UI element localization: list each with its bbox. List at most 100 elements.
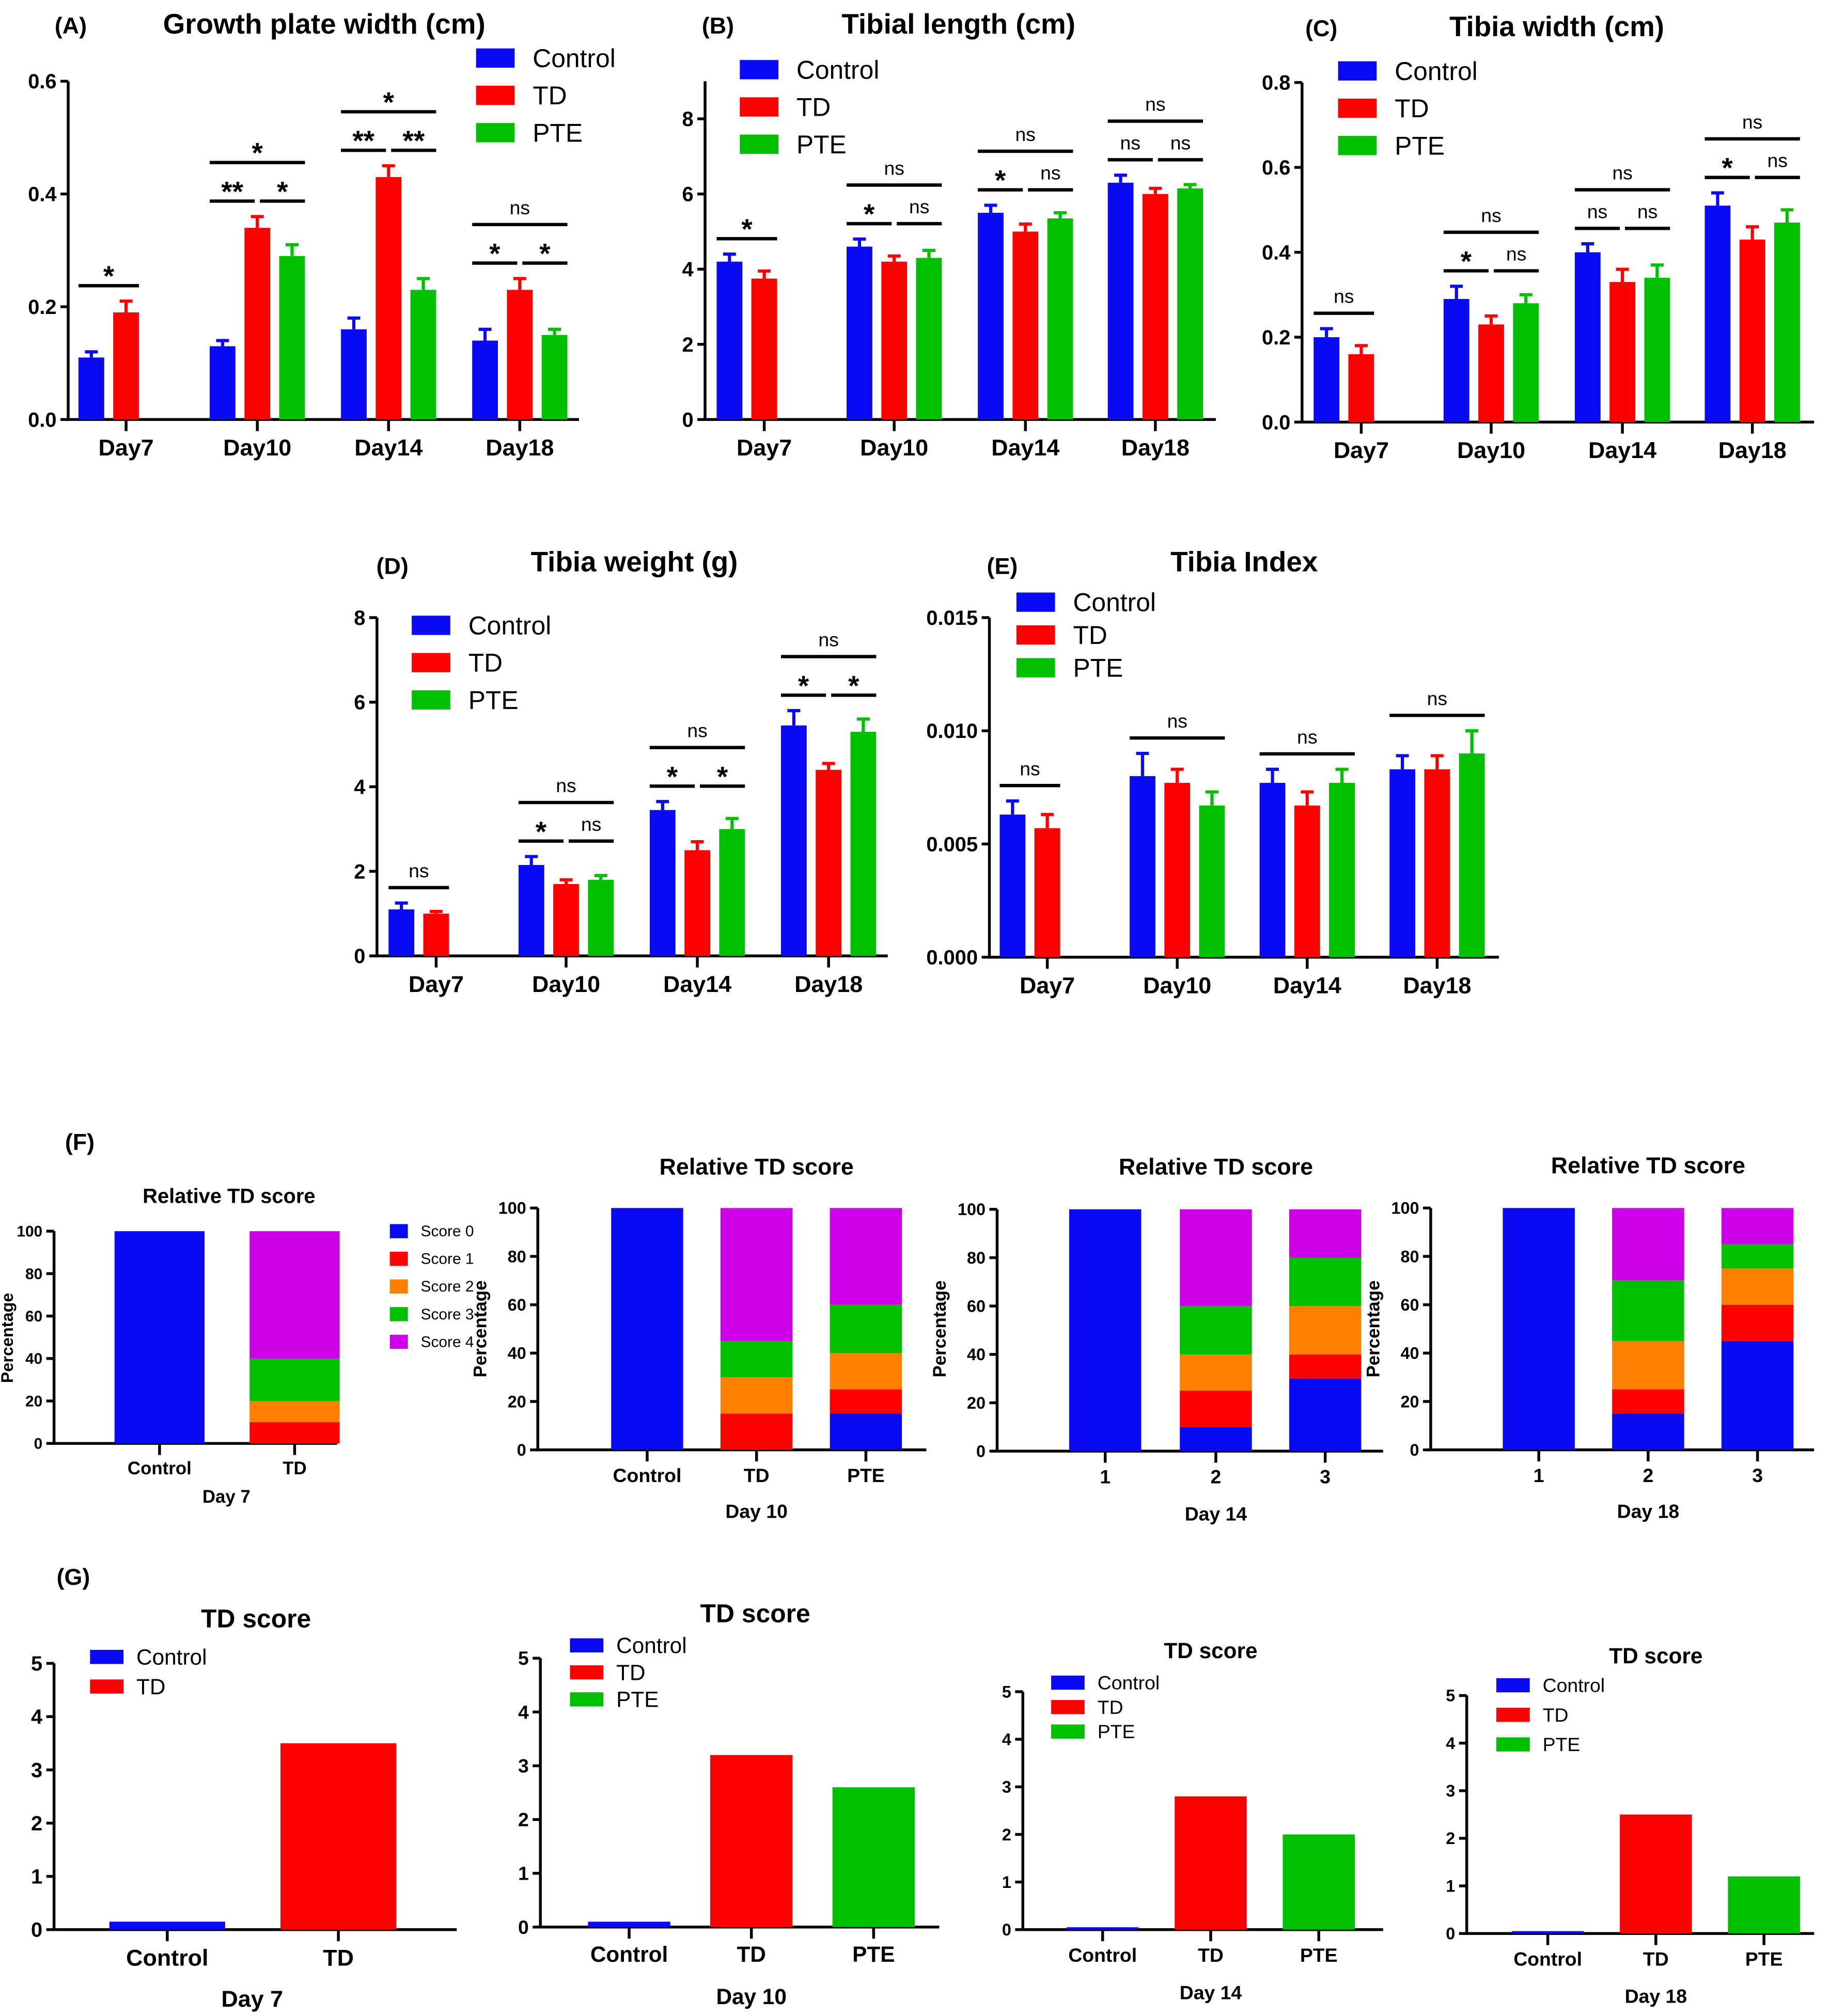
x-tick-label: Control (1068, 1944, 1137, 1966)
legend-swatch (570, 1665, 604, 1680)
legend-swatch (389, 1252, 408, 1266)
significance-label: ns (909, 196, 929, 217)
x-tick-label: Day7 (737, 434, 792, 461)
bar (716, 261, 743, 420)
y-tick-label: 0 (517, 1441, 526, 1459)
stacked-bar-segment (1721, 1341, 1794, 1450)
bar (1329, 783, 1355, 957)
y-tick-label: 100 (17, 1223, 42, 1240)
significance-label: * (741, 213, 753, 245)
stacked-bar-segment (1721, 1268, 1794, 1305)
bar (1107, 182, 1134, 420)
significance-label: ns (581, 813, 601, 835)
legend-label: PTE (1073, 654, 1123, 683)
legend-swatch (90, 1679, 124, 1694)
legend-swatch (1016, 625, 1055, 645)
y-tick-label: 0 (1410, 1441, 1419, 1459)
stacked-bar-segment (720, 1208, 793, 1341)
bar (1774, 223, 1800, 422)
bar (113, 312, 139, 420)
x-tick-label: PTE (852, 1942, 895, 1966)
stacked-bar-segment (1612, 1413, 1684, 1450)
significance-label: ns (1120, 132, 1140, 153)
chart-title: Growth plate width (cm) (163, 8, 486, 40)
x-tick-label: Control (1513, 1948, 1582, 1970)
chart-panel-2: Tibia width (cm) (C) 0.0 0.2 0.4 0.6 0.8 Day7 Da… (1262, 10, 1815, 463)
bar (109, 1922, 225, 1930)
y-tick-label: 2 (518, 1809, 529, 1831)
y-tick-label: 0.000 (926, 947, 978, 969)
legend-label: PTE (533, 118, 583, 147)
y-tick-label: 60 (508, 1296, 526, 1314)
x-axis-label: Day 18 (1625, 1986, 1687, 2007)
stacked-bar-segment (1289, 1306, 1362, 1354)
panel-label: (G) (57, 1564, 90, 1590)
x-tick-label: 3 (1752, 1464, 1763, 1486)
stacked-bar-segment (830, 1304, 902, 1353)
bar (1513, 303, 1539, 422)
legend-swatch (1016, 592, 1055, 612)
chart-panel-3: Tibia weight (g) (D) 0 2 4 6 8 Day7 Day10 Day14 Da… (354, 545, 888, 997)
chart-title: TD score (1609, 1644, 1702, 1668)
bar (1034, 828, 1060, 957)
y-tick-label: 4 (31, 1706, 42, 1728)
y-axis-label: Percentage (0, 1293, 17, 1383)
x-tick-label: TD (744, 1464, 770, 1486)
significance-label: * (864, 198, 875, 230)
legend-label: PTE (468, 686, 519, 715)
legend-label: Score 2 (421, 1278, 474, 1295)
y-tick-label: 0.6 (1262, 156, 1290, 179)
x-tick-label: PTE (847, 1464, 885, 1486)
x-tick-label: PTE (1745, 1948, 1783, 1970)
stacked-bar-segment (1180, 1306, 1252, 1354)
chart-panel-5: Relative TD score (F) 0 20 40 60 80 100 Control T… (0, 1129, 474, 1507)
y-tick-label: 0.8 (1262, 72, 1290, 94)
bar (1175, 1796, 1247, 1930)
stacked-bar-segment (249, 1422, 340, 1444)
bar (916, 258, 942, 420)
significance-label: * (539, 238, 551, 270)
x-tick-label: Control (590, 1942, 668, 1966)
x-tick-label: Day18 (1718, 437, 1787, 463)
y-tick-label: 1 (31, 1866, 42, 1888)
bar (1142, 194, 1168, 420)
bar (816, 769, 842, 956)
significance-label: * (1722, 152, 1733, 184)
y-tick-label: 3 (31, 1759, 42, 1782)
legend-label: PTE (616, 1688, 659, 1712)
y-tick-label: 1 (1002, 1873, 1011, 1892)
x-tick-label: Day7 (409, 971, 464, 997)
chart-panel-8: Relative TD score 0 20 40 60 80 100 1 2 3 Day 18 Pe… (1363, 1152, 1815, 1522)
significance-label: ns (1020, 758, 1040, 779)
legend-label: Score 1 (421, 1251, 474, 1268)
y-tick-label: 0.0 (1262, 411, 1290, 434)
panel-label: (D) (377, 553, 409, 579)
bar (1705, 206, 1731, 422)
bar (1012, 231, 1039, 420)
bar (279, 256, 305, 420)
x-tick-label: TD (737, 1942, 765, 1966)
x-tick-label: Day18 (794, 971, 863, 997)
chart-title: Tibia weight (g) (531, 545, 738, 577)
stacked-bar-segment (830, 1353, 902, 1390)
legend-label: Control (616, 1633, 686, 1658)
bar (1314, 337, 1340, 422)
chart-title: TD score (700, 1599, 810, 1628)
stacked-bar-segment (720, 1341, 793, 1378)
y-tick-label: 3 (1446, 1782, 1455, 1800)
bar (588, 879, 614, 956)
bar (210, 346, 236, 420)
y-tick-label: 3 (1002, 1778, 1011, 1797)
significance-label: ** (352, 124, 374, 156)
bar (553, 884, 579, 956)
legend-swatch (1496, 1737, 1530, 1752)
x-tick-label: 1 (1534, 1464, 1544, 1486)
significance-label: ** (403, 124, 425, 156)
stacked-bar-segment (1289, 1378, 1362, 1452)
x-tick-label: TD (1198, 1944, 1224, 1966)
bar (1644, 277, 1670, 422)
panel-label: (B) (702, 12, 734, 39)
significance-label: ns (1167, 710, 1187, 732)
legend-swatch (1496, 1678, 1530, 1693)
